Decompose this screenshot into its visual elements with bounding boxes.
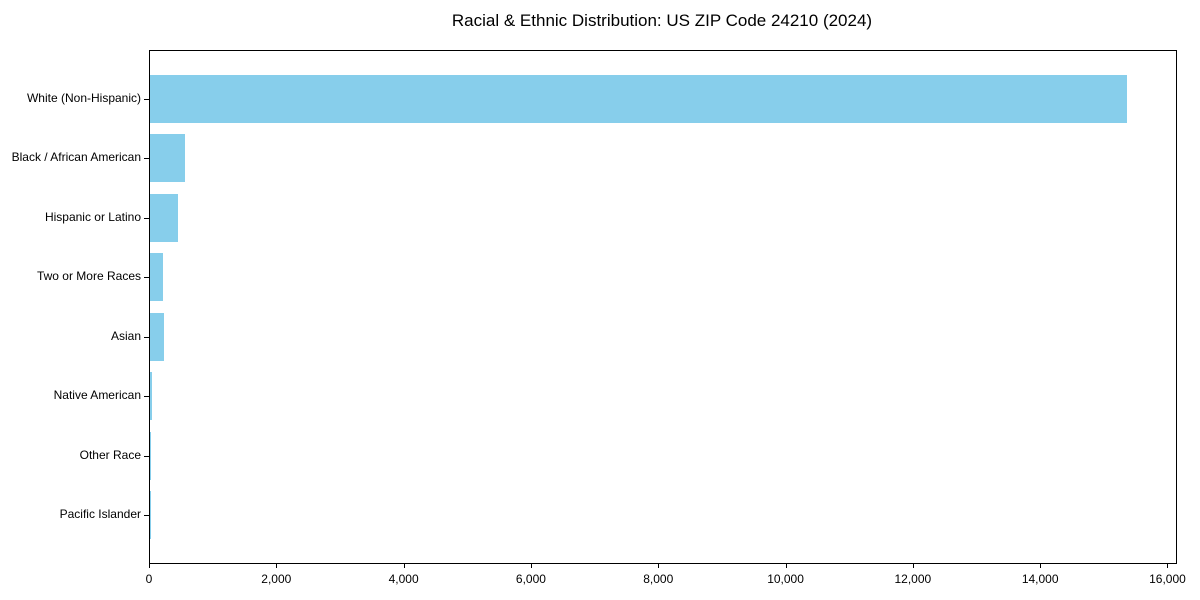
x-axis-tick [530,563,532,568]
y-axis-label: Hispanic or Latino [44,210,141,224]
x-axis-tick-label: 8,000 [643,572,674,586]
bar [150,312,164,361]
x-axis-tick [785,563,787,568]
x-axis-tick [912,563,914,568]
bar [150,74,1128,123]
x-axis-tick [1167,563,1169,568]
x-axis-tick-label: 12,000 [894,572,932,586]
y-axis-tick [144,277,149,278]
x-axis-tick-label: 10,000 [767,572,804,586]
x-axis: 0 2,000 4,000 6,000 8,000 10,000 12,000 14,000 1… [146,563,1186,599]
y-axis-label: Pacific Islander [59,507,141,521]
x-axis-tick [403,563,405,568]
x-axis-tick [1040,563,1042,568]
y-axis-tick [144,396,149,397]
y-axis-labels: White (Non-Hispanic) Black / African Amer… [0,50,141,562]
y-axis-tick [144,218,149,219]
x-axis-tick-label: 6,000 [515,572,546,586]
plot-area [144,50,1177,564]
y-axis-tick [144,337,149,338]
x-axis-tick [276,563,278,568]
y-axis-tick [144,158,149,159]
x-axis-tick-label: 0 [145,572,153,586]
x-axis-tick [149,563,150,568]
y-axis-label: Black / African American [11,150,141,164]
bar [150,134,186,183]
y-axis-tick [144,515,149,516]
y-axis-label: White (Non-Hispanic) [26,91,141,105]
chart-title: Racial & Ethnic Distribution: US ZIP Cod… [451,11,873,30]
y-axis-label: Other Race [79,448,141,462]
y-axis-label: Native American [53,388,141,402]
y-axis-label: Asian [110,329,141,343]
bar [150,253,163,302]
bar [150,372,152,421]
y-axis-tick [144,99,149,100]
y-axis-tick [144,456,149,457]
x-axis-tick-label: 16,000 [1149,572,1186,586]
x-axis-tick-label: 4,000 [388,572,419,586]
x-axis-tick-label: 2,000 [261,572,292,586]
bar [150,193,179,242]
x-axis-tick [658,563,660,568]
x-axis-tick-label: 14,000 [1021,572,1059,586]
y-axis-label: Two or More Races [36,269,141,283]
